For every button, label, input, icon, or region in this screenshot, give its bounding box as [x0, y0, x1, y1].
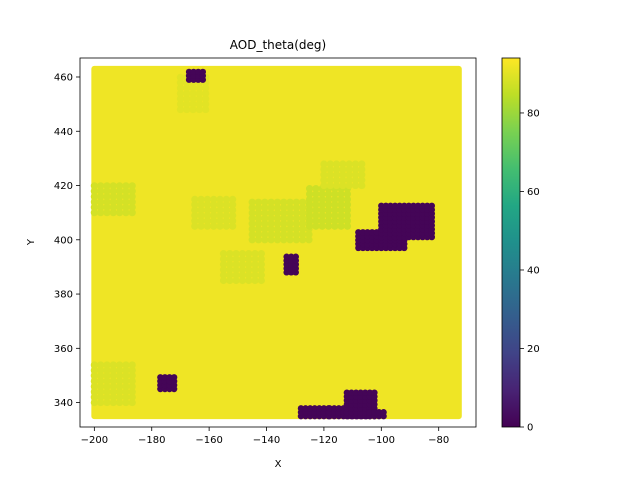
- plot-frame: [79, 57, 477, 428]
- low-value-cluster: [283, 253, 299, 276]
- low-value-cluster: [378, 202, 436, 241]
- x-tick-label: −180: [138, 435, 165, 446]
- x-axis: −200 −180 −160 −140 −120 −100 −80: [81, 427, 449, 446]
- y-axis-label: Y: [26, 238, 37, 246]
- x-axis-label: X: [275, 459, 282, 470]
- y-tick-label: 360: [54, 344, 73, 355]
- colorbar-tick-label: 0: [527, 423, 533, 434]
- y-axis: 340 360 380 400 420 440 460: [54, 72, 80, 409]
- x-tick-label: −160: [195, 435, 222, 446]
- colorbar-tick-label: 20: [527, 344, 540, 355]
- colorbar-frame: [501, 57, 521, 428]
- x-tick-label: −200: [81, 435, 108, 446]
- colorbar-tick-label: 80: [527, 108, 540, 119]
- variation-patch: [320, 160, 366, 190]
- colorbar: 0 20 40 60 80: [501, 57, 540, 434]
- y-tick-label: 400: [54, 235, 73, 246]
- variation-patch: [219, 250, 265, 285]
- colorbar-tick-label: 40: [527, 265, 540, 276]
- variation-patch: [90, 182, 136, 217]
- chart-title: AOD_theta(deg): [230, 38, 326, 52]
- variation-patch: [90, 361, 136, 407]
- y-tick-label: 340: [54, 398, 73, 409]
- x-tick-label: −100: [368, 435, 395, 446]
- colorbar-gradient: [502, 58, 520, 427]
- variation-patch: [305, 185, 352, 230]
- colorbar-tick-label: 60: [527, 187, 540, 198]
- y-tick-label: 380: [54, 290, 73, 301]
- y-tick-label: 440: [54, 127, 73, 138]
- low-value-cluster: [366, 409, 387, 420]
- y-tick-label: 460: [54, 72, 73, 83]
- x-tick-label: −80: [428, 435, 449, 446]
- variation-patch: [191, 195, 237, 230]
- colorbar-ticks: 0 20 40 60 80: [520, 108, 540, 434]
- x-tick-label: −120: [310, 435, 337, 446]
- plot-area: [90, 65, 462, 420]
- y-tick-label: 420: [54, 181, 73, 192]
- low-value-cluster: [343, 389, 378, 420]
- x-tick-label: −140: [253, 435, 280, 446]
- low-value-cluster: [185, 68, 207, 83]
- low-value-cluster: [157, 374, 178, 393]
- variation-patch: [248, 198, 313, 244]
